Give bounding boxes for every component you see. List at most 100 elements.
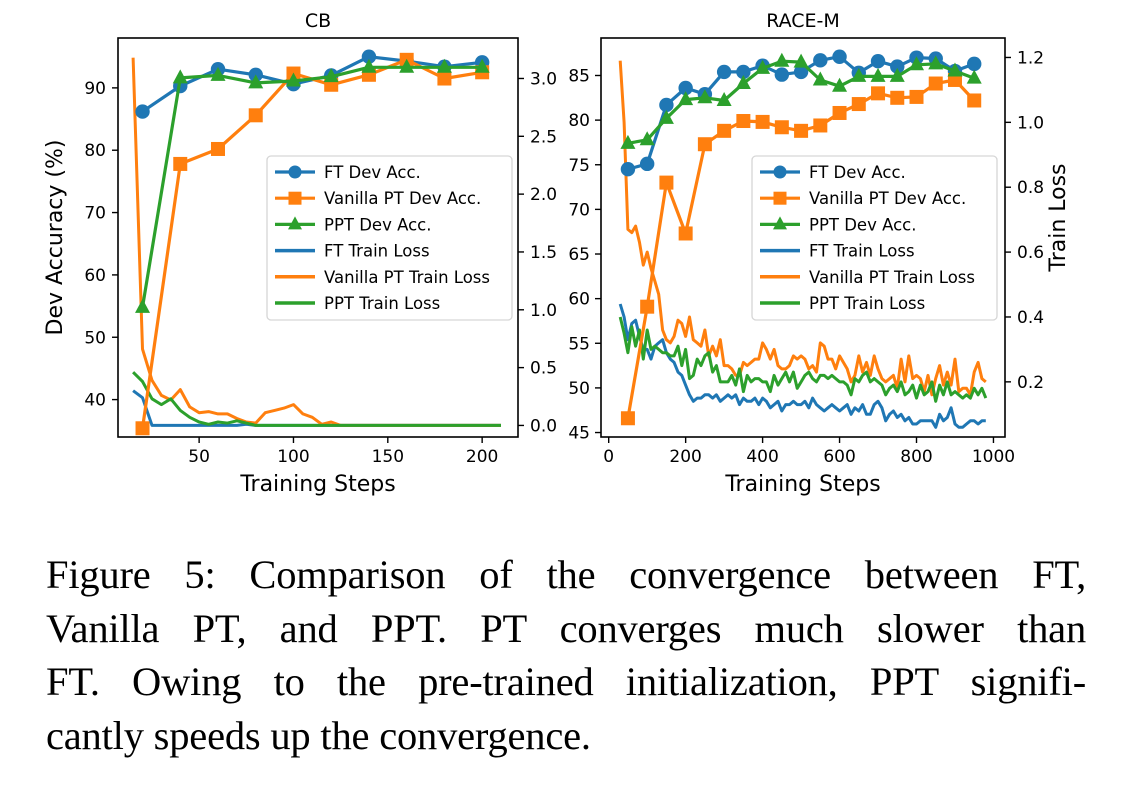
y-tick-label: 80 — [568, 111, 590, 131]
figure-canvas: CB 50 100 150 200 40 50 60 70 80 90 0.0 0.5 1.0 1.5 2.0… — [43, 10, 1071, 497]
data-point — [172, 69, 188, 84]
axes-frame — [600, 37, 1006, 438]
data-point — [361, 49, 377, 64]
legend-label: Vanilla PT Train Loss — [809, 268, 975, 287]
legend-label: FT Train Loss — [324, 242, 430, 261]
plot-area — [618, 49, 988, 429]
legend: FT Dev Acc. Vanilla PT Dev Acc. PPT Dev Ac… — [751, 155, 998, 321]
x-tick-label: 200 — [466, 447, 498, 467]
data-point — [248, 108, 263, 123]
series-ppt-train-loss — [618, 316, 988, 403]
legend-marker — [288, 216, 302, 230]
series-ft-train-loss — [618, 303, 986, 429]
data-point — [928, 76, 943, 91]
y2-axis-label: Train Loss — [1046, 163, 1071, 272]
x-tick-label: 150 — [372, 447, 404, 467]
y2-tick-label: 0.5 — [530, 359, 557, 379]
chart-race-m: RACE-M 0 200 400 600 800 1000 45 50 55 60 65 70 75 80 8… — [568, 10, 1071, 497]
data-point — [658, 109, 674, 124]
legend-label: FT Train Loss — [809, 242, 915, 261]
data-point — [909, 89, 924, 104]
data-point — [639, 156, 655, 172]
series-line-ppt-train-loss — [618, 316, 988, 403]
data-point — [361, 58, 377, 73]
data-point — [210, 66, 226, 81]
y-tick-label: 65 — [568, 245, 590, 265]
data-point — [774, 67, 790, 82]
data-point — [173, 156, 188, 171]
legend-item: FT Dev Acc. — [275, 163, 421, 182]
chart-cb: CB 50 100 150 200 40 50 60 70 80 90 0.0 0.5 1.0 1.5 2.0… — [43, 10, 557, 497]
data-point — [716, 91, 732, 106]
data-point — [211, 141, 225, 156]
x-tick-label: 0 — [603, 447, 614, 467]
data-point — [793, 64, 809, 80]
data-point — [717, 123, 732, 138]
y-tick-label: 75 — [568, 156, 590, 176]
data-point — [697, 89, 713, 104]
data-point — [774, 120, 789, 135]
series-vanilla-pt-dev-acc — [620, 72, 982, 426]
y2-tick-label: 3.0 — [530, 69, 557, 89]
x-tick-label: 400 — [746, 447, 778, 467]
y-tick-label: 90 — [84, 79, 106, 99]
legend-item: PPT Train Loss — [760, 294, 925, 313]
legend-item: PPT Dev Acc. — [760, 215, 916, 234]
data-point — [620, 134, 636, 149]
data-point — [813, 118, 828, 133]
y-tick-label: 45 — [568, 424, 590, 444]
data-point — [135, 104, 150, 119]
y2-tick-label: 0.8 — [1017, 178, 1044, 198]
legend-label: PPT Dev Acc. — [809, 215, 916, 234]
legend-label: Vanilla PT Dev Acc. — [809, 189, 966, 208]
series-ppt-train-loss — [132, 371, 501, 427]
y2-tick-label: 0.2 — [1017, 373, 1044, 393]
legend-marker — [288, 191, 302, 205]
series-line-ft-train-loss — [618, 303, 986, 429]
y-tick-label: 70 — [84, 204, 106, 224]
data-point — [870, 54, 886, 69]
legend: FT Dev Acc. Vanilla PT Dev Acc. PPT Dev Ac… — [266, 155, 513, 321]
data-point — [716, 64, 732, 80]
series-line-vanilla-pt-train-loss — [618, 60, 987, 397]
legend-label: Vanilla PT Train Loss — [324, 268, 490, 287]
y2-tick-label: 2.0 — [530, 185, 557, 205]
data-point — [832, 49, 847, 64]
series-line-ft-dev-acc — [141, 55, 483, 113]
data-point — [248, 74, 264, 89]
x-tick-label: 200 — [669, 447, 701, 467]
data-point — [659, 97, 674, 113]
y2-tick-label: 0.0 — [530, 416, 557, 436]
data-point — [399, 58, 415, 73]
data-point — [832, 77, 848, 92]
legend-marker — [288, 165, 302, 179]
data-point — [736, 114, 751, 129]
chart-title: CB — [305, 10, 331, 32]
data-point — [736, 64, 751, 80]
legend-item: Vanilla PT Train Loss — [760, 268, 975, 287]
data-point — [323, 68, 339, 83]
y-tick-label: 50 — [568, 379, 590, 399]
legend-item: Vanilla PT Dev Acc. — [760, 189, 966, 208]
data-point — [947, 62, 963, 77]
x-axis-label: Training Steps — [724, 472, 880, 497]
legend-label: FT Dev Acc. — [324, 163, 421, 182]
data-point — [620, 162, 636, 177]
data-point — [813, 53, 828, 68]
series-ppt-dev-acc — [135, 58, 490, 313]
caption-line-2: Vanilla PT, and PPT. PT converges much s… — [46, 605, 1086, 651]
y-tick-label: 70 — [568, 200, 590, 220]
data-point — [871, 86, 886, 101]
caption-line-3: FT. Owing to the pre-trained initializat… — [46, 659, 1086, 704]
data-point — [135, 298, 151, 313]
legend-label: PPT Train Loss — [324, 294, 440, 313]
data-point — [832, 105, 847, 120]
series-ppt-dev-acc — [620, 52, 982, 149]
y2-tick-label: 2.5 — [530, 127, 557, 147]
data-point — [890, 59, 905, 74]
y-tick-label: 60 — [84, 266, 106, 286]
y-tick-label: 60 — [568, 290, 590, 310]
data-point — [659, 175, 674, 190]
legend-label: Vanilla PT Dev Acc. — [324, 189, 481, 208]
data-point — [794, 123, 809, 138]
